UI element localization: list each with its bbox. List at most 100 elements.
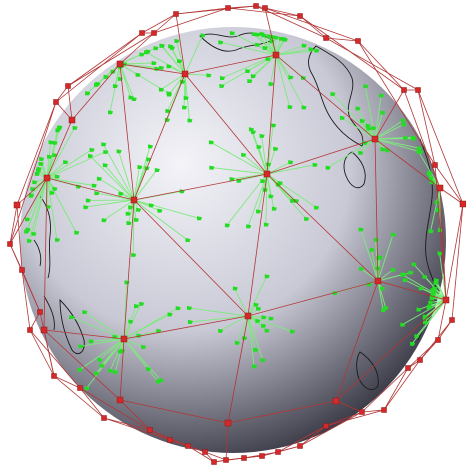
sensor-marker xyxy=(94,191,100,196)
sensor-marker xyxy=(250,74,256,78)
sensor-marker xyxy=(139,52,145,57)
sensor-marker xyxy=(264,274,270,279)
sensor-marker xyxy=(28,193,34,198)
sensor-marker xyxy=(391,232,396,237)
mesh-edge xyxy=(264,7,277,56)
sensor-marker xyxy=(266,34,272,39)
sensor-marker xyxy=(101,218,107,223)
sensor-link xyxy=(374,138,420,149)
mesh-edge xyxy=(187,445,215,463)
mesh-node xyxy=(101,415,107,421)
sensor-link xyxy=(133,166,140,201)
coastline-south-right xyxy=(356,351,379,390)
mesh-node xyxy=(332,397,340,405)
sensor-marker xyxy=(112,84,118,88)
mesh-node xyxy=(297,13,303,19)
mesh-edge xyxy=(439,187,447,301)
mesh-node xyxy=(77,385,83,391)
sensor-link xyxy=(46,130,58,179)
mesh-edge xyxy=(119,63,135,201)
sensor-marker xyxy=(263,222,269,227)
mesh-edge xyxy=(451,203,464,321)
sensor-link xyxy=(128,199,135,224)
mesh-edge xyxy=(103,417,151,431)
sensor-marker xyxy=(268,81,274,86)
sensor-link xyxy=(402,274,447,301)
sensor-link xyxy=(374,95,382,140)
mesh-node xyxy=(449,317,455,323)
sensor-link xyxy=(413,263,447,301)
sensor-link xyxy=(119,63,162,69)
sensor-marker xyxy=(246,224,252,229)
sensor-link xyxy=(102,143,135,201)
sensor-marker xyxy=(133,217,139,222)
sensor-marker xyxy=(136,207,142,212)
mesh-edge xyxy=(79,387,151,431)
sensor-marker xyxy=(241,152,247,157)
sensor-link xyxy=(252,54,277,77)
sensor-marker xyxy=(383,305,389,310)
mesh-edge xyxy=(16,204,23,271)
sensor-marker xyxy=(426,170,432,175)
sensor-marker xyxy=(229,31,235,35)
sensor-marker xyxy=(256,306,262,311)
mesh-edge xyxy=(119,63,186,75)
mesh-edge xyxy=(55,32,143,103)
mesh-node xyxy=(436,184,444,192)
mesh-edge xyxy=(175,5,257,15)
sensor-link xyxy=(439,253,447,301)
mesh-edge xyxy=(335,400,363,413)
mesh-node xyxy=(371,135,379,143)
sensor-marker xyxy=(232,286,238,291)
mesh-node xyxy=(223,457,229,463)
sensor-marker xyxy=(131,252,137,257)
sensor-marker xyxy=(234,340,240,345)
sensor-marker xyxy=(206,73,212,78)
mesh-edge xyxy=(29,329,55,377)
mesh-edge xyxy=(67,85,73,121)
sensor-marker xyxy=(401,122,407,127)
sensor-marker xyxy=(402,278,408,282)
sensor-link xyxy=(374,137,406,140)
sensor-link xyxy=(79,338,125,371)
sensor-link xyxy=(219,315,249,332)
sensor-marker xyxy=(38,161,44,166)
sensor-marker xyxy=(134,304,139,308)
sensor-marker xyxy=(159,65,165,70)
sensor-marker xyxy=(82,310,88,314)
sensor-marker xyxy=(197,216,202,221)
sensor-marker xyxy=(101,142,107,147)
mesh-edge xyxy=(43,177,48,331)
sensor-link xyxy=(220,41,277,56)
sensor-marker xyxy=(423,320,428,325)
mesh-node xyxy=(359,409,365,415)
mesh-edge xyxy=(119,32,155,65)
sensor-marker xyxy=(55,237,60,242)
mesh-node xyxy=(147,427,153,433)
sensor-link xyxy=(402,299,447,325)
sensor-link xyxy=(261,135,268,175)
sensor-link xyxy=(262,34,277,56)
sensor-marker xyxy=(245,69,251,73)
mesh-edge xyxy=(67,32,143,87)
sensor-marker xyxy=(380,147,386,152)
mesh-edge xyxy=(357,40,405,91)
coastline-south-west xyxy=(59,298,85,354)
sensor-marker xyxy=(208,140,214,145)
sensor-marker xyxy=(273,146,279,151)
sensor-link xyxy=(184,73,187,98)
sensor-link xyxy=(98,178,135,201)
mesh-edge xyxy=(325,411,363,427)
sensor-marker xyxy=(410,341,416,346)
sensor-marker xyxy=(224,223,230,228)
sensor-marker xyxy=(48,140,54,145)
sensor-marker xyxy=(411,262,417,267)
mesh-edge xyxy=(361,367,409,413)
mesh-node xyxy=(202,449,208,455)
sensor-link xyxy=(257,173,268,212)
sensor-marker xyxy=(253,347,259,352)
sensor-marker xyxy=(55,128,61,133)
mesh-node xyxy=(435,337,441,343)
sensor-marker xyxy=(220,76,225,80)
sensor-link xyxy=(28,177,48,241)
